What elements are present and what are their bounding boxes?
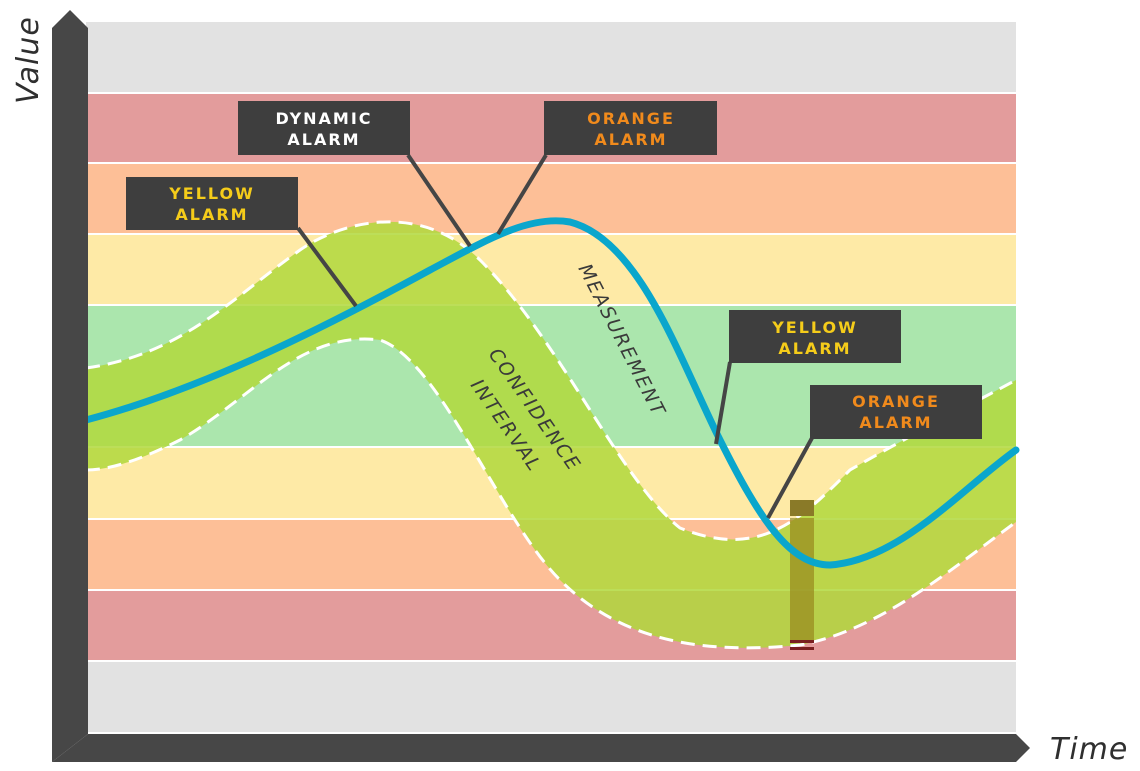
leader-yellow-left [296, 226, 358, 308]
callout-line1: YELLOW [771, 318, 858, 337]
callout-box [729, 310, 901, 363]
x-axis-label: Time [1050, 732, 1128, 767]
band-yellow-top [86, 235, 1016, 304]
alarm-marker-base2 [790, 647, 814, 650]
alarm-marker-top [790, 500, 814, 516]
band-gray-top [86, 22, 1016, 92]
callout-box [238, 101, 410, 155]
callout-line2: ALARM [859, 413, 932, 432]
leader-orange-top [496, 153, 548, 236]
callout-line2: ALARM [594, 130, 667, 149]
callout-dynamic-alarm: DYNAMIC ALARM [238, 101, 410, 155]
callout-box [126, 177, 298, 230]
callout-line2: ALARM [175, 205, 248, 224]
y-axis [52, 10, 88, 762]
alarm-marker-base [790, 640, 814, 643]
callout-yellow-alarm-right: YELLOW ALARM [729, 310, 901, 363]
confidence-upper-bound [85, 220, 1017, 541]
x-axis [52, 734, 1030, 762]
callout-orange-alarm-top: ORANGE ALARM [544, 101, 717, 155]
leader-orange-right [766, 437, 814, 519]
callout-yellow-alarm-left: YELLOW ALARM [126, 177, 298, 230]
callout-line1: DYNAMIC [275, 109, 372, 128]
callout-line1: ORANGE [852, 392, 940, 411]
callout-line1: ORANGE [587, 109, 675, 128]
axes [52, 10, 1030, 762]
confidence-lower-bound [85, 337, 1017, 650]
callout-line1: YELLOW [168, 184, 255, 203]
alarm-marker-bar [790, 518, 814, 640]
band-gray-bottom [86, 662, 1016, 732]
callout-box [810, 385, 982, 439]
callout-line2: ALARM [287, 130, 360, 149]
leader-yellow-right [714, 361, 732, 445]
leader-dynamic [406, 153, 472, 248]
callout-orange-alarm-right: ORANGE ALARM [810, 385, 982, 439]
callout-leaders [296, 153, 814, 519]
callout-line2: ALARM [778, 339, 851, 358]
measurement-line [82, 217, 1020, 569]
callout-box [544, 101, 717, 155]
y-axis-label: Value [11, 16, 46, 104]
